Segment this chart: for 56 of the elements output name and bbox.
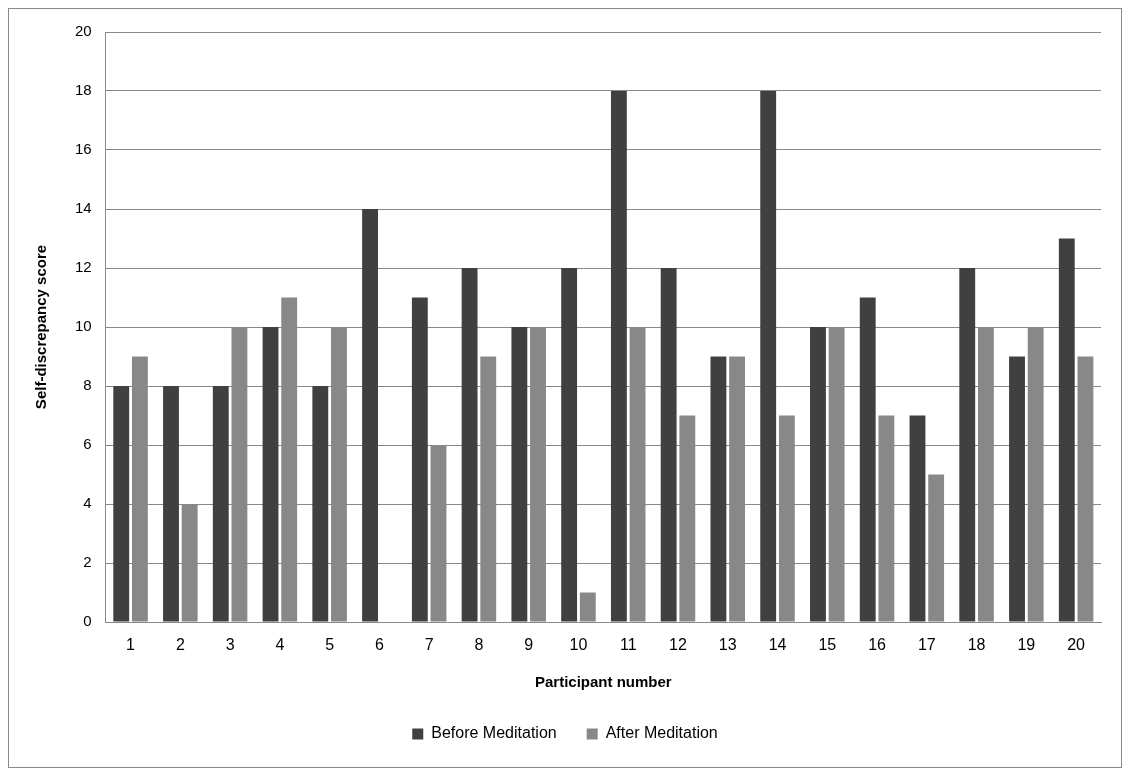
x-tick-label: 4 <box>275 636 285 654</box>
x-tick-label: 20 <box>1067 636 1086 654</box>
bar <box>859 297 876 622</box>
bar <box>312 386 329 622</box>
x-axis-title: Participant number <box>534 673 672 691</box>
y-tick-label: 14 <box>75 199 92 217</box>
bar <box>362 209 378 622</box>
bar <box>262 327 279 622</box>
y-tick-label: 2 <box>83 553 92 571</box>
bar <box>113 386 130 622</box>
x-tick-label: 2 <box>175 636 185 654</box>
y-tick-label: 10 <box>75 317 92 335</box>
x-tick-label: 5 <box>325 636 335 654</box>
bar <box>810 327 826 622</box>
y-tick-label: 18 <box>75 81 92 99</box>
x-tick-label: 1 <box>126 636 136 654</box>
y-tick-label: 0 <box>83 612 92 630</box>
y-tick-label: 16 <box>75 140 92 158</box>
legend-label: After Meditation <box>605 724 718 742</box>
x-tick-label: 13 <box>718 636 737 654</box>
y-tick-label: 6 <box>83 435 92 453</box>
y-tick-label: 8 <box>83 376 92 394</box>
y-tick-label: 4 <box>83 494 92 512</box>
bar <box>1058 238 1075 622</box>
x-tick-label: 10 <box>569 636 588 654</box>
x-tick-label: 8 <box>474 636 484 654</box>
x-tick-label: 12 <box>669 636 687 654</box>
bar <box>579 592 596 622</box>
bar <box>760 91 777 622</box>
bar <box>959 268 976 622</box>
bar <box>511 327 528 622</box>
x-tick-label: 9 <box>524 636 534 654</box>
bar <box>411 297 428 622</box>
bar <box>610 91 627 622</box>
x-tick-label: 18 <box>967 636 986 654</box>
x-tick-label: 16 <box>868 636 887 654</box>
y-axis-title: Self-discrepancy score <box>32 244 50 410</box>
x-tick-label: 3 <box>225 636 235 654</box>
x-tick-label: 6 <box>374 636 384 654</box>
bar <box>461 268 478 622</box>
bar <box>909 415 926 622</box>
bar <box>212 386 229 622</box>
x-tick-label: 15 <box>818 636 837 654</box>
x-tick-label: 7 <box>424 636 434 654</box>
x-tick-label: 11 <box>619 636 637 654</box>
bar <box>561 268 578 622</box>
x-tick-label: 14 <box>768 636 787 654</box>
x-tick-label: 17 <box>917 636 936 654</box>
y-tick-label: 12 <box>75 258 92 276</box>
bar <box>660 268 677 622</box>
legend-label: Before Meditation <box>431 724 557 742</box>
bar <box>1009 356 1025 622</box>
bar <box>710 356 727 622</box>
bar <box>163 386 179 622</box>
y-tick-label: 20 <box>75 22 92 40</box>
x-tick-label: 19 <box>1017 636 1036 654</box>
